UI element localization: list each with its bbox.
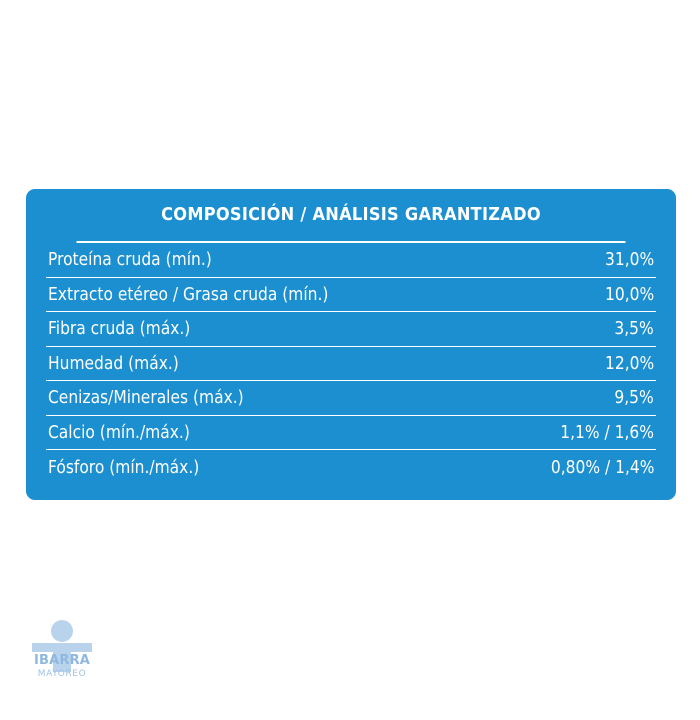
table-row: Humedad (máx.) 12,0% [46,347,656,381]
logo-subtitle: MAYOREO [37,669,87,679]
person-icon [51,620,73,642]
table-title: COMPOSICIÓN / ANÁLISIS GARANTIZADO [76,189,626,243]
table-row: Fósforo (mín./máx.) 0,80% / 1,4% [46,450,656,485]
row-value: 3,5% [614,318,654,340]
logo-brand: IBARRA [33,653,91,668]
row-label: Fibra cruda (máx.) [48,318,191,340]
ibarra-logo: IBARRA MAYOREO [22,618,102,686]
person-body-shape [53,652,71,672]
person-arms-shape [32,643,92,652]
row-label: Calcio (mín./máx.) [48,421,190,443]
row-label: Fósforo (mín./máx.) [48,456,200,478]
row-value: 1,1% / 1,6% [560,421,654,443]
row-value: 10,0% [604,283,654,305]
table-row: Proteína cruda (mín.) 31,0% [46,243,656,278]
table-row: Fibra cruda (máx.) 3,5% [46,312,656,347]
row-label: Cenizas/Minerales (máx.) [48,387,244,409]
row-value: 31,0% [604,249,654,271]
row-label: Humedad (máx.) [48,352,179,374]
table-row: Calcio (mín./máx.) 1,1% / 1,6% [46,416,656,450]
row-value: 12,0% [604,352,654,374]
row-label: Extracto etéreo / Grasa cruda (mín.) [48,283,329,305]
table-row: Cenizas/Minerales (máx.) 9,5% [46,381,656,416]
row-label: Proteína cruda (mín.) [48,249,212,271]
table-row: Extracto etéreo / Grasa cruda (mín.) 10,… [46,278,656,312]
table-rows: Proteína cruda (mín.) 31,0% Extracto eté… [46,243,656,485]
row-value: 0,80% / 1,4% [550,456,654,478]
row-value: 9,5% [614,387,654,409]
analysis-table: COMPOSICIÓN / ANÁLISIS GARANTIZADO Prote… [26,189,676,500]
